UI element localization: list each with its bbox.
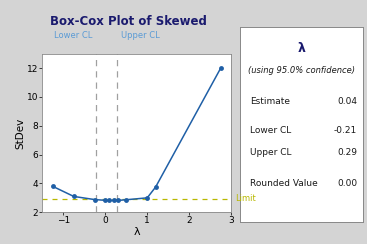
X-axis label: λ: λ [133,227,140,237]
Text: Lower CL: Lower CL [54,31,93,40]
Text: Estimate: Estimate [250,97,290,106]
Text: Upper CL: Upper CL [121,31,160,40]
Text: 0.04: 0.04 [337,97,357,106]
Text: 0.00: 0.00 [337,179,357,188]
Text: Rounded Value: Rounded Value [250,179,318,188]
Text: Lower CL: Lower CL [250,126,291,135]
Text: Box-Cox Plot of Skewed: Box-Cox Plot of Skewed [50,15,207,28]
Y-axis label: StDev: StDev [15,117,25,149]
Text: Upper CL: Upper CL [250,148,292,157]
Text: λ: λ [298,42,306,55]
Text: 0.29: 0.29 [337,148,357,157]
Text: Limit: Limit [235,194,256,203]
Text: (using 95.0% confidence): (using 95.0% confidence) [248,66,355,75]
Text: -0.21: -0.21 [334,126,357,135]
